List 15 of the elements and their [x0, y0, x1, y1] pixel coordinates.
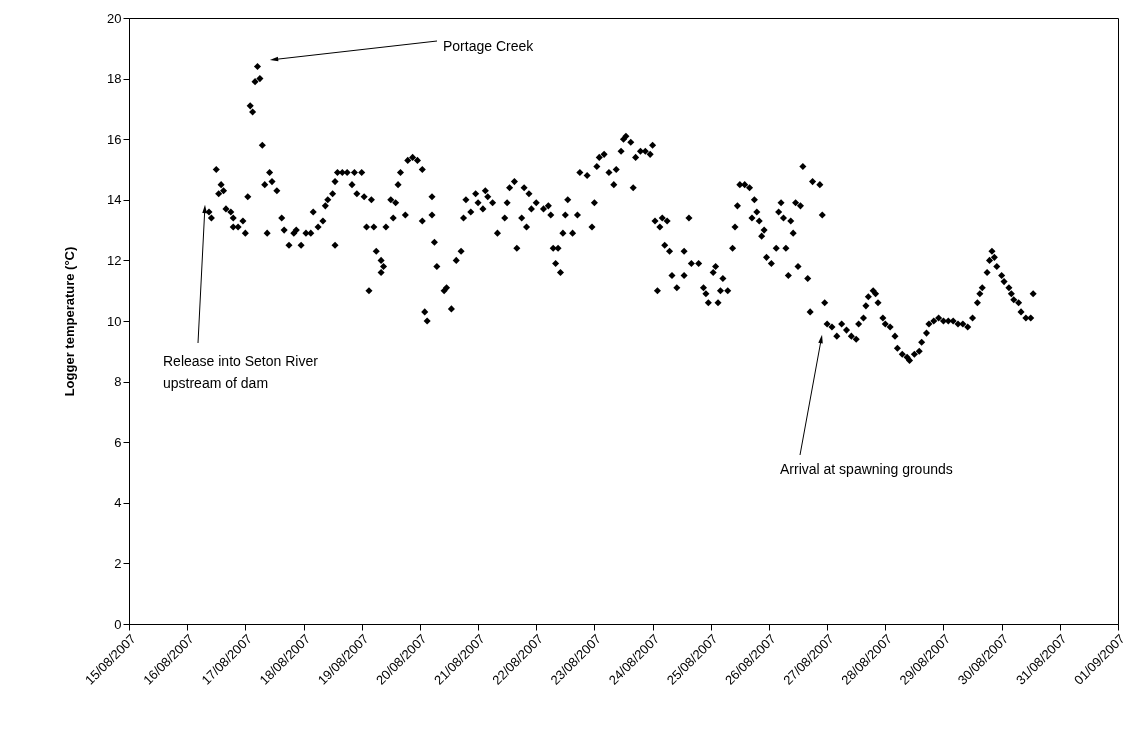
y-tick-label: 0 — [114, 616, 122, 632]
y-tick-label: 2 — [114, 555, 122, 571]
y-tick-label: 14 — [107, 192, 122, 208]
y-tick-label: 12 — [107, 252, 122, 268]
y-tick-label: 6 — [114, 434, 122, 450]
y-tick-label: 18 — [107, 71, 122, 87]
y-axis-title: Logger temperature (°C) — [62, 246, 78, 397]
annotation: Release into Seton River upstream of dam — [163, 353, 319, 391]
y-tick-label: 10 — [107, 313, 122, 329]
y-tick-label: 16 — [107, 131, 122, 147]
y-tick-label: 4 — [114, 495, 122, 511]
y-tick-label: 8 — [114, 374, 122, 390]
y-tick-label: 20 — [107, 10, 122, 26]
annotation: Portage Creek — [443, 38, 535, 54]
annotation: Arrival at spawning grounds — [780, 461, 953, 477]
